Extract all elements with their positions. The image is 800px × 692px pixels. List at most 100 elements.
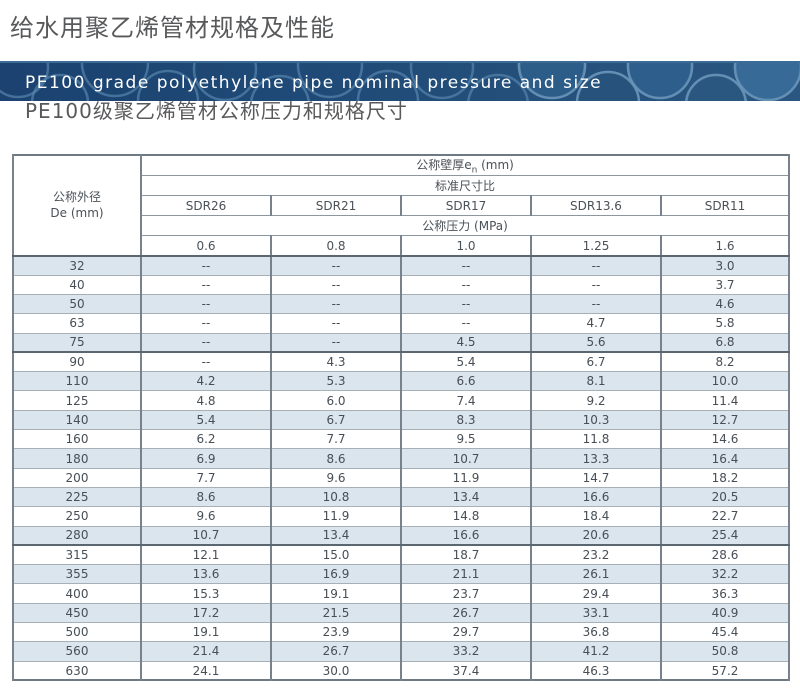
de-cell: 315	[12, 544, 142, 566]
value-cell: 17.2	[140, 602, 272, 624]
value-cell: 16.4	[659, 448, 791, 469]
value-cell: 9.6	[270, 467, 402, 488]
value-cell: --	[400, 293, 532, 315]
value-cell: --	[140, 332, 272, 354]
value-cell: 10.0	[659, 371, 791, 392]
de-cell: 225	[12, 486, 142, 508]
value-cell: 18.4	[530, 506, 662, 527]
de-cell: 140	[12, 409, 142, 431]
value-cell: 13.4	[270, 525, 402, 547]
table-row: 450 17.2 21.5 26.7 33.1 40.9	[12, 602, 791, 624]
de-cell: 75	[12, 332, 142, 354]
value-cell: 6.2	[140, 429, 272, 450]
de-cell: 32	[12, 255, 142, 276]
value-cell: 13.3	[530, 448, 662, 469]
value-cell: 23.9	[270, 622, 402, 643]
table-body: 32 -- -- -- -- 3.0 40 -- -- -- -- 3.7 50…	[12, 255, 791, 681]
value-cell: 29.7	[400, 622, 532, 643]
table-row: 250 9.6 11.9 14.8 18.4 22.7	[12, 506, 791, 527]
value-cell: 25.4	[659, 525, 791, 547]
de-cell: 355	[12, 564, 142, 585]
value-cell: 4.6	[659, 293, 791, 315]
table-row: 200 7.7 9.6 11.9 14.7 18.2	[12, 467, 791, 488]
value-cell: --	[400, 313, 532, 334]
de-cell: 180	[12, 448, 142, 469]
de-cell: 630	[12, 660, 142, 681]
value-cell: 3.7	[659, 274, 791, 295]
value-cell: 18.7	[400, 544, 532, 566]
sdr-column-header: SDR13.6	[530, 195, 662, 217]
value-cell: --	[140, 255, 272, 276]
pressure-group-header-row: 公称压力 (MPa)	[13, 215, 791, 237]
de-cell: 250	[12, 506, 142, 527]
de-cell: 160	[12, 429, 142, 450]
pressure-values-row: 0.6 0.8 1.0 1.25 1.6	[13, 235, 791, 257]
value-cell: --	[270, 293, 402, 315]
value-cell: 30.0	[270, 660, 402, 681]
sdr-column-header: SDR17	[400, 195, 532, 217]
value-cell: 20.6	[530, 525, 662, 547]
table-row: 560 21.4 26.7 33.2 41.2 50.8	[12, 641, 791, 662]
value-cell: 10.7	[140, 525, 272, 547]
value-cell: --	[140, 293, 272, 315]
value-cell: 14.8	[400, 506, 532, 527]
value-cell: 19.1	[140, 622, 272, 643]
value-cell: 3.0	[659, 255, 791, 276]
value-cell: 57.2	[659, 660, 791, 681]
value-cell: 18.2	[659, 467, 791, 488]
value-cell: --	[270, 332, 402, 354]
value-cell: --	[530, 274, 662, 295]
page-title: 给水用聚乙烯管材规格及性能	[10, 14, 335, 42]
table-row: 160 6.2 7.7 9.5 11.8 14.6	[12, 429, 791, 450]
wall-thickness-header-row: 公称外径 De (mm) 公称壁厚en (mm)	[12, 154, 791, 257]
value-cell: 7.7	[270, 429, 402, 450]
value-cell: 8.2	[659, 351, 791, 373]
de-cell: 90	[12, 351, 142, 373]
de-cell: 40	[12, 274, 142, 295]
table-row: 180 6.9 8.6 10.7 13.3 16.4	[12, 448, 791, 469]
value-cell: 46.3	[530, 660, 662, 681]
value-cell: 8.1	[530, 371, 662, 392]
value-cell: 16.9	[270, 564, 402, 585]
value-cell: --	[140, 313, 272, 334]
value-cell: 26.7	[400, 602, 532, 624]
value-cell: 23.7	[400, 583, 532, 604]
value-cell: 4.3	[270, 351, 402, 373]
de-cell: 450	[12, 602, 142, 624]
value-cell: 8.6	[140, 486, 272, 508]
value-cell: 11.4	[659, 390, 791, 411]
wall-thickness-prefix: 公称壁厚e	[416, 158, 472, 172]
table-row: 355 13.6 16.9 21.1 26.1 32.2	[12, 564, 791, 585]
value-cell: 4.2	[140, 371, 272, 392]
value-cell: 15.0	[270, 544, 402, 566]
value-cell: --	[140, 351, 272, 373]
value-cell: 40.9	[659, 602, 791, 624]
pressure-value: 0.6	[140, 235, 272, 257]
value-cell: 5.4	[400, 351, 532, 373]
value-cell: 29.4	[530, 583, 662, 604]
table-row: 400 15.3 19.1 23.7 29.4 36.3	[12, 583, 791, 604]
value-cell: 7.7	[140, 467, 272, 488]
sdr-group-header: 标准尺寸比	[139, 175, 791, 197]
value-cell: 9.6	[140, 506, 272, 527]
value-cell: 6.9	[140, 448, 272, 469]
value-cell: 6.0	[270, 390, 402, 411]
corner-header-line2: De (mm)	[50, 206, 104, 221]
sdr-column-header: SDR11	[659, 195, 791, 217]
value-cell: --	[140, 274, 272, 295]
value-cell: --	[270, 274, 402, 295]
value-cell: 16.6	[530, 486, 662, 508]
de-cell: 125	[12, 390, 142, 411]
sdr-column-header: SDR26	[140, 195, 272, 217]
value-cell: 9.2	[530, 390, 662, 411]
table-row: 50 -- -- -- -- 4.6	[12, 293, 791, 315]
de-cell: 280	[12, 525, 142, 547]
de-cell: 110	[12, 371, 142, 392]
value-cell: 11.8	[530, 429, 662, 450]
pressure-value: 1.6	[659, 235, 791, 257]
pressure-value: 0.8	[270, 235, 402, 257]
value-cell: --	[400, 274, 532, 295]
table-row: 500 19.1 23.9 29.7 36.8 45.4	[12, 622, 791, 643]
value-cell: 6.6	[400, 371, 532, 392]
value-cell: 9.5	[400, 429, 532, 450]
